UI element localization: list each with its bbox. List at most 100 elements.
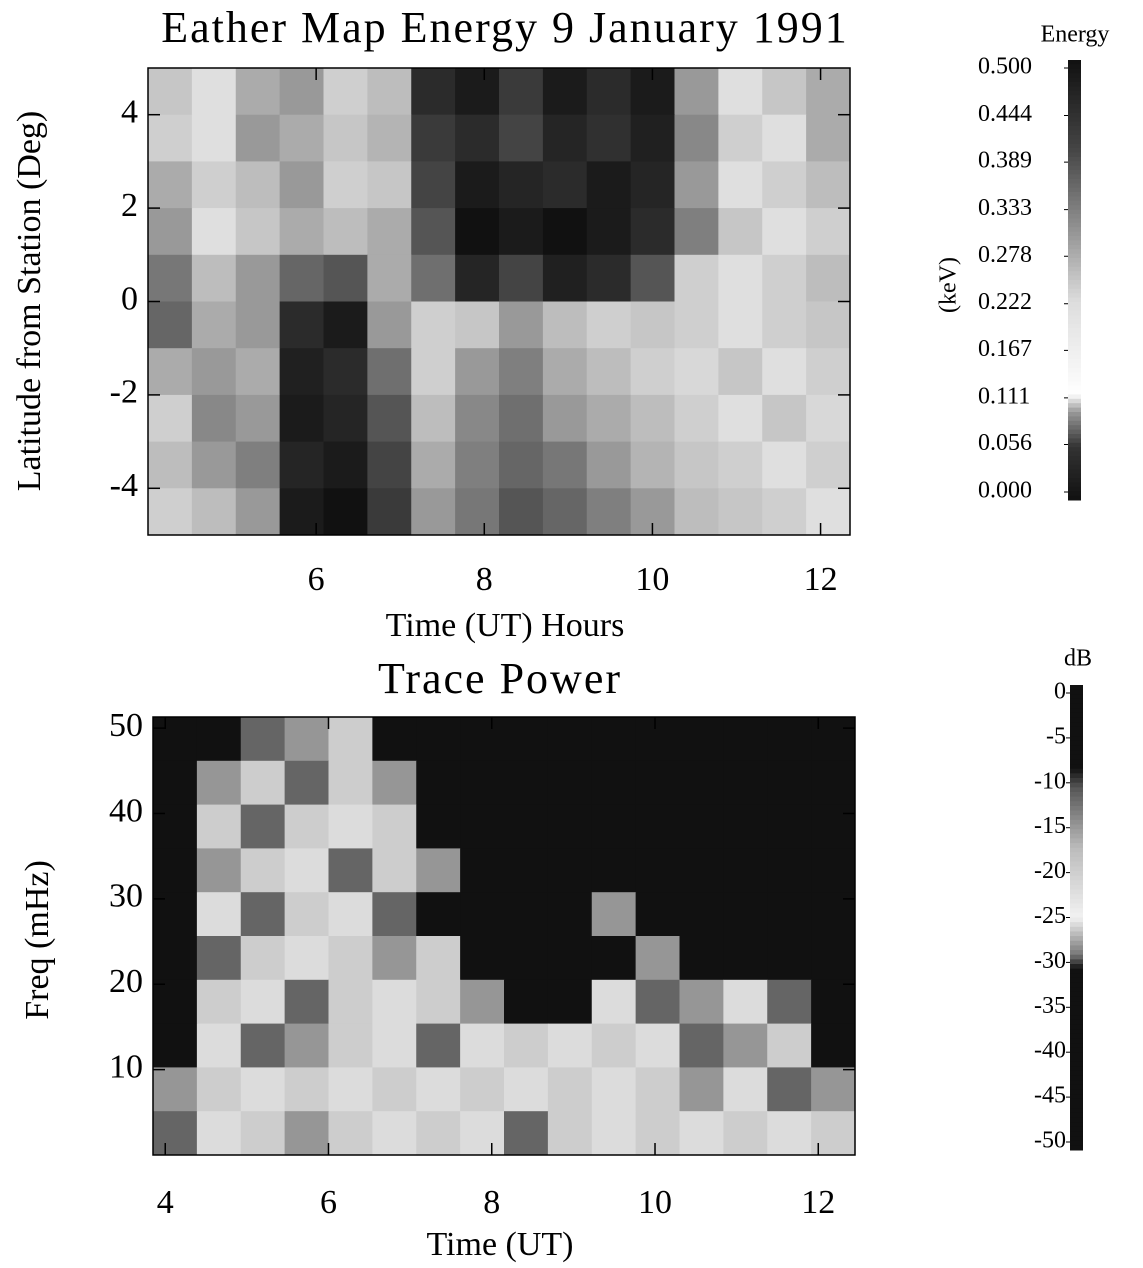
heatmap-cell — [674, 301, 719, 349]
colorbar-segment — [1070, 1080, 1083, 1086]
x-axis-label: Time (UT) Hours — [386, 607, 625, 644]
heatmap-cell — [674, 254, 719, 302]
heatmap-cell — [328, 1111, 373, 1156]
colorbar-tick-label: 0.389 — [978, 148, 1032, 174]
heatmap-cell — [323, 441, 368, 489]
heatmap-cell — [196, 892, 242, 937]
heatmap-cell — [460, 979, 505, 1025]
colorbar-segment — [1068, 438, 1081, 444]
x-tick-label: 6 — [308, 561, 325, 598]
colorbar-segment — [1070, 977, 1083, 984]
colorbar-segment — [1068, 394, 1081, 400]
colorbar-segment — [1070, 1001, 1083, 1007]
y-tick-label: 10 — [109, 1048, 143, 1085]
heatmap-cell — [591, 717, 637, 762]
heatmap-cell — [153, 717, 198, 762]
heatmap-cell — [196, 1023, 242, 1068]
colorbar-segment — [1070, 810, 1083, 816]
colorbar-segment — [1070, 726, 1083, 732]
heatmap-cell — [723, 892, 768, 937]
heatmap-cell — [411, 348, 456, 396]
colorbar-segment — [1070, 1126, 1083, 1132]
colorbar-segment — [1068, 486, 1081, 492]
heatmap-cell — [547, 1111, 593, 1156]
colorbar-segment — [1068, 205, 1081, 211]
heatmap-cell — [323, 161, 368, 209]
colorbar-segment — [1068, 187, 1081, 193]
heatmap-cell — [591, 760, 637, 806]
heatmap-cell — [240, 1067, 286, 1112]
colorbar-segment — [1070, 912, 1083, 918]
heatmap-cell — [240, 1023, 286, 1068]
y-tick-label: 50 — [109, 707, 143, 744]
heatmap-cell — [455, 161, 500, 209]
colorbar-segment — [1068, 478, 1081, 483]
colorbar-segment — [1070, 750, 1083, 756]
heatmap-cell — [630, 394, 675, 443]
colorbar-segment — [1070, 819, 1083, 825]
heatmap-cell — [153, 760, 198, 806]
heatmap-cell — [591, 1023, 637, 1068]
heatmap-cell — [674, 488, 719, 536]
colorbar-segment — [1070, 801, 1083, 807]
heatmap-cell — [279, 114, 324, 162]
heatmap-cell — [718, 394, 763, 443]
heatmap-cell — [235, 161, 281, 209]
heatmap-cell — [148, 161, 193, 209]
colorbar-segment — [1070, 926, 1083, 932]
colorbar-segment — [1068, 134, 1081, 140]
colorbar-segment — [1068, 390, 1081, 395]
colorbar-segment — [1068, 170, 1081, 175]
heatmap-cell — [504, 1067, 549, 1112]
heatmap-cell — [762, 441, 807, 489]
heatmap-cell — [499, 114, 544, 162]
colorbar-segment — [1070, 954, 1083, 960]
y-axis-label: Latitude from Station (Deg) — [11, 111, 48, 492]
heatmap-cell — [323, 254, 368, 302]
colorbar-segment — [1068, 310, 1081, 316]
colorbar-segment — [1070, 796, 1083, 802]
heatmap-cell — [504, 1023, 549, 1068]
chart-title: Eather Map Energy 9 January 1991 — [161, 3, 849, 52]
heatmap-cell — [323, 301, 368, 349]
colorbar-tick-label: -30 — [1034, 948, 1066, 974]
heatmap-cell — [504, 848, 549, 893]
heatmap-cell — [806, 114, 851, 162]
heatmap-cell — [411, 301, 456, 349]
heatmap-cell — [279, 441, 324, 489]
heatmap-cell — [679, 1023, 724, 1068]
colorbar-segment — [1068, 381, 1081, 387]
heatmap-cell — [191, 254, 237, 302]
heatmap-cell — [767, 936, 812, 981]
heatmap-cell — [367, 114, 412, 162]
colorbar-segment — [1068, 214, 1081, 219]
heatmap-cell — [196, 936, 242, 981]
colorbar-segment — [1068, 350, 1081, 356]
colorbar-segment — [1070, 1015, 1083, 1021]
heatmap-cell — [196, 804, 242, 849]
colorbar-segment — [1070, 987, 1083, 993]
heatmap-cell — [235, 208, 281, 256]
colorbar-segment — [1068, 183, 1081, 189]
colorbar-segment — [1070, 1094, 1083, 1100]
heatmap-cell — [762, 254, 807, 302]
colorbar-segment — [1070, 847, 1083, 853]
heatmap-cell — [153, 936, 198, 981]
colorbar-segment — [1068, 460, 1081, 466]
heatmap-cell — [679, 936, 724, 981]
heatmap-cell — [586, 348, 632, 396]
colorbar-segment — [1068, 218, 1081, 224]
heatmap-cell — [504, 892, 549, 937]
colorbar-segment — [1070, 1029, 1083, 1035]
colorbar-segment — [1068, 240, 1081, 246]
heatmap-cell — [542, 114, 588, 162]
heatmap-cell — [811, 1067, 856, 1112]
heatmap-cell — [240, 760, 286, 806]
colorbar-segment — [1070, 833, 1083, 839]
heatmap-cell — [762, 488, 807, 536]
colorbar-segment — [1070, 931, 1083, 937]
heatmap-cell — [455, 394, 500, 443]
colorbar-segment — [1068, 442, 1081, 448]
heatmap-cell — [679, 717, 724, 762]
colorbar-segment — [1070, 1075, 1083, 1081]
